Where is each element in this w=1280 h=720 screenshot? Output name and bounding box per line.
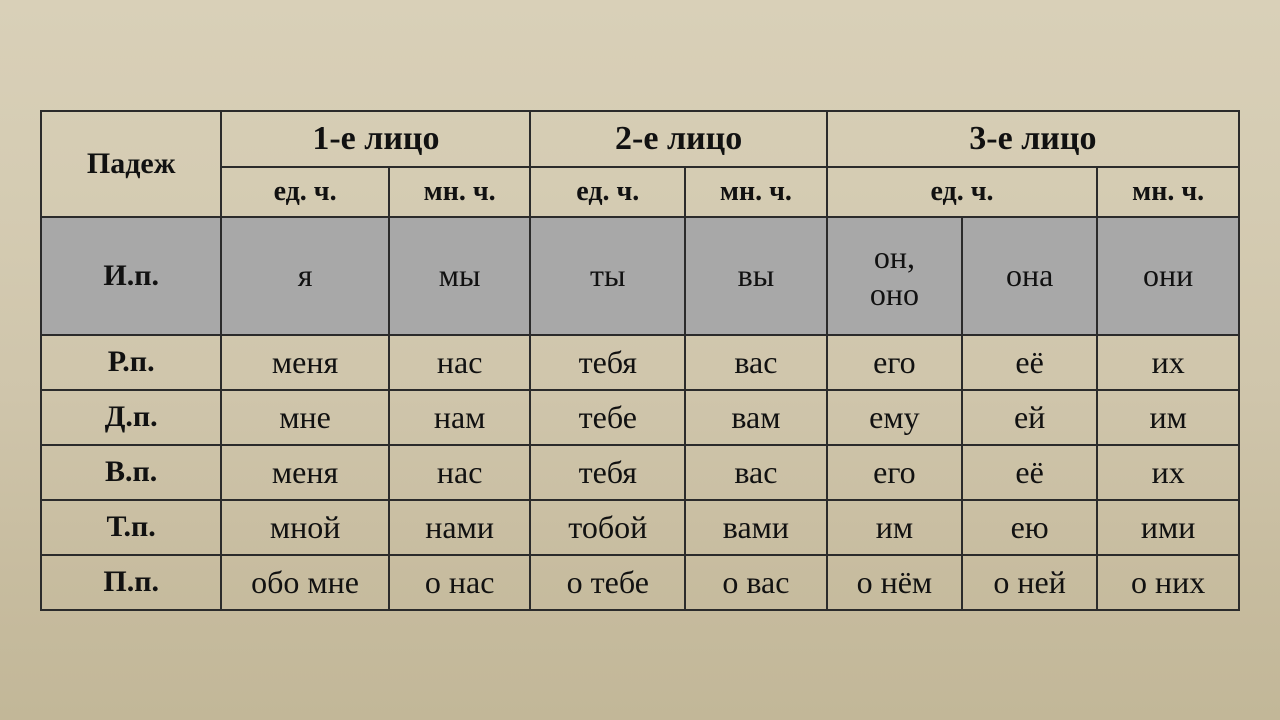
case-label: Р.п. <box>41 335 221 390</box>
pronoun-declension-table: Падеж 1-е лицо 2-е лицо 3-е лицо ед. ч. … <box>40 110 1240 611</box>
cell-pre-p3sg-a: о нём <box>827 555 962 610</box>
cell-nom-p1pl: мы <box>389 217 531 335</box>
cell-nom-p3sg-a: он, оно <box>827 217 962 335</box>
cell-nom-p3sg-b: она <box>962 217 1097 335</box>
cell-ins-p2sg: тобой <box>530 500 685 555</box>
header-p3-sg: ед. ч. <box>827 167 1098 217</box>
cell-gen-p3sg-a: его <box>827 335 962 390</box>
case-label: Т.п. <box>41 500 221 555</box>
header-case: Падеж <box>41 111 221 217</box>
case-label: П.п. <box>41 555 221 610</box>
cell-gen-p2pl: вас <box>685 335 827 390</box>
case-label: Д.п. <box>41 390 221 445</box>
cell-ins-p2pl: вами <box>685 500 827 555</box>
cell-nom-p1sg: я <box>221 217 388 335</box>
cell-ins-p1sg: мной <box>221 500 388 555</box>
case-label: И.п. <box>41 217 221 335</box>
cell-acc-p3pl: их <box>1097 445 1239 500</box>
row-nominative: И.п. я мы ты вы он, оно она они <box>41 217 1239 335</box>
cell-pre-p2pl: о вас <box>685 555 827 610</box>
header-p2-pl: мн. ч. <box>685 167 827 217</box>
cell-ins-p3sg-b: ею <box>962 500 1097 555</box>
cell-dat-p1sg: мне <box>221 390 388 445</box>
cell-nom-p3pl: они <box>1097 217 1239 335</box>
cell-ins-p3sg-a: им <box>827 500 962 555</box>
cell-dat-p2sg: тебе <box>530 390 685 445</box>
row-instrumental: Т.п. мной нами тобой вами им ею ими <box>41 500 1239 555</box>
cell-ins-p1pl: нами <box>389 500 531 555</box>
header-person-3: 3-е лицо <box>827 111 1239 167</box>
cell-dat-p2pl: вам <box>685 390 827 445</box>
cell-dat-p3sg-b: ей <box>962 390 1097 445</box>
cell-acc-p2pl: вас <box>685 445 827 500</box>
header-row-number: ед. ч. мн. ч. ед. ч. мн. ч. ед. ч. мн. ч… <box>41 167 1239 217</box>
row-genitive: Р.п. меня нас тебя вас его её их <box>41 335 1239 390</box>
header-p3-pl: мн. ч. <box>1097 167 1239 217</box>
cell-pre-p1pl: о нас <box>389 555 531 610</box>
cell-ins-p3pl: ими <box>1097 500 1239 555</box>
row-dative: Д.п. мне нам тебе вам ему ей им <box>41 390 1239 445</box>
cell-pre-p3pl: о них <box>1097 555 1239 610</box>
cell-acc-p3sg-b: её <box>962 445 1097 500</box>
cell-dat-p1pl: нам <box>389 390 531 445</box>
header-person-2: 2-е лицо <box>530 111 826 167</box>
cell-gen-p3pl: их <box>1097 335 1239 390</box>
row-prepositional: П.п. обо мне о нас о тебе о вас о нём о … <box>41 555 1239 610</box>
cell-dat-p3sg-a: ему <box>827 390 962 445</box>
cell-nom-p2sg: ты <box>530 217 685 335</box>
cell-gen-p1pl: нас <box>389 335 531 390</box>
cell-nom-p2pl: вы <box>685 217 827 335</box>
cell-acc-p1pl: нас <box>389 445 531 500</box>
cell-acc-p3sg-a: его <box>827 445 962 500</box>
cell-pre-p1sg: обо мне <box>221 555 388 610</box>
header-p1-sg: ед. ч. <box>221 167 388 217</box>
row-accusative: В.п. меня нас тебя вас его её их <box>41 445 1239 500</box>
header-p2-sg: ед. ч. <box>530 167 685 217</box>
header-p1-pl: мн. ч. <box>389 167 531 217</box>
header-person-1: 1-е лицо <box>221 111 530 167</box>
cell-gen-p1sg: меня <box>221 335 388 390</box>
cell-gen-p3sg-b: её <box>962 335 1097 390</box>
cell-gen-p2sg: тебя <box>530 335 685 390</box>
header-row-persons: Падеж 1-е лицо 2-е лицо 3-е лицо <box>41 111 1239 167</box>
cell-acc-p1sg: меня <box>221 445 388 500</box>
case-label: В.п. <box>41 445 221 500</box>
pronoun-declension-table-container: Падеж 1-е лицо 2-е лицо 3-е лицо ед. ч. … <box>40 110 1240 611</box>
cell-acc-p2sg: тебя <box>530 445 685 500</box>
cell-pre-p3sg-b: о ней <box>962 555 1097 610</box>
cell-pre-p2sg: о тебе <box>530 555 685 610</box>
cell-dat-p3pl: им <box>1097 390 1239 445</box>
